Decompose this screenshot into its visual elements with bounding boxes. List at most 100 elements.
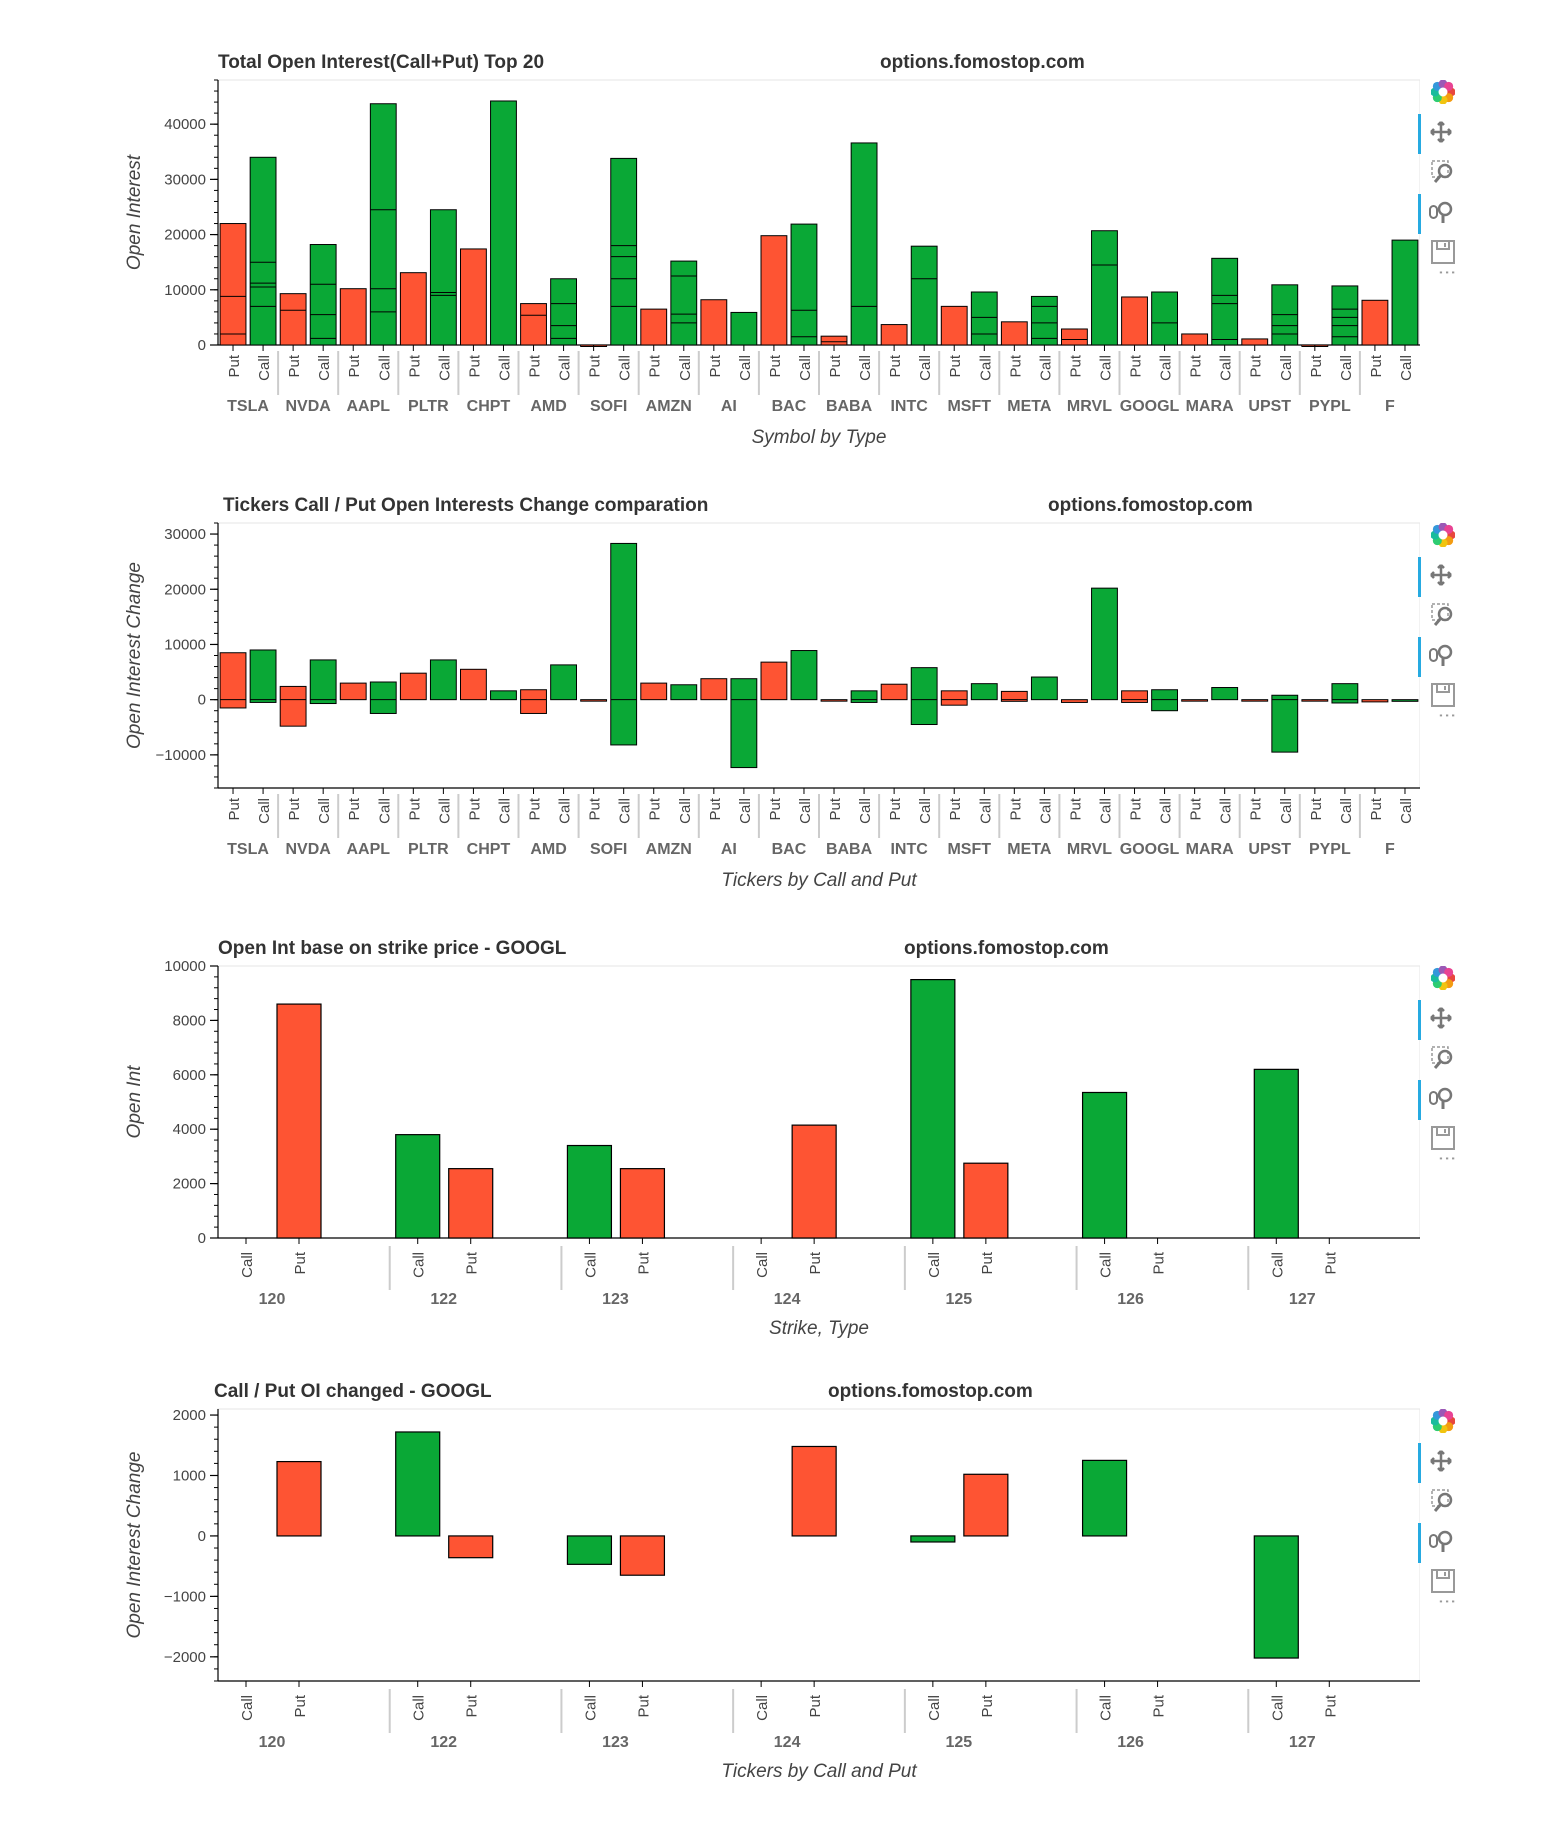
more-tools-icon[interactable]: ⋮ — [1437, 263, 1458, 282]
wheel-zoom-tool-icon — [1429, 201, 1453, 223]
x-group-label: 125 — [946, 1734, 973, 1751]
x-type-label: Put — [1151, 1251, 1168, 1274]
x-group-label: MARA — [1186, 841, 1234, 858]
bar-put — [580, 699, 608, 702]
save-tool-button[interactable] — [1423, 1120, 1463, 1160]
chart-plot[interactable]: −10000 0 10000 20000 30000 Open Interest Chan… — [0, 475, 1420, 920]
bar-call — [910, 978, 956, 1239]
bar-call — [566, 1144, 613, 1239]
bar-call — [566, 1535, 613, 1565]
box-zoom-tool-icon — [1431, 603, 1453, 626]
box-zoom-tool-button[interactable] — [1423, 1040, 1463, 1080]
x-type-label: Put — [226, 354, 243, 377]
bar-put — [1241, 699, 1269, 702]
x-type-label: Put — [635, 1251, 652, 1274]
bar-put — [460, 668, 487, 701]
x-type-label: Put — [767, 354, 784, 377]
y-tick-label: 20000 — [164, 581, 206, 598]
wheel-zoom-tool-button[interactable] — [1418, 1080, 1461, 1120]
x-group-label: 124 — [774, 1734, 801, 1751]
more-tools-icon[interactable]: ⋮ — [1437, 1149, 1458, 1168]
chart-plot[interactable]: −2000 −1000 0 1000 2000 Open Interest Change C… — [0, 1361, 1420, 1806]
bar-put — [619, 1168, 666, 1239]
bar-call — [610, 157, 638, 346]
x-axis-title: Tickers by Call and Put — [721, 870, 917, 891]
x-group-label: TSLA — [227, 841, 269, 858]
chart-panel-strike-change: Call / Put OI changed - GOOGL options.fo… — [0, 1361, 1557, 1806]
x-type-label: Call — [557, 798, 574, 824]
bar-call — [490, 100, 517, 346]
box-zoom-tool-button[interactable] — [1423, 1483, 1463, 1523]
x-type-label: Call — [1158, 355, 1175, 381]
x-type-label: Put — [587, 797, 604, 820]
y-tick-label: 6000 — [173, 1067, 206, 1084]
more-tools-icon[interactable]: ⋮ — [1437, 706, 1458, 725]
chart-toolbar: ⋮ — [1418, 74, 1463, 314]
bar-call — [429, 659, 457, 701]
x-group-label: 122 — [430, 1291, 457, 1308]
x-group-label: BAC — [772, 841, 807, 858]
x-group-label: F — [1385, 841, 1395, 858]
save-tool-icon — [1431, 683, 1455, 707]
bar-put — [520, 689, 547, 714]
wheel-zoom-tool-button[interactable] — [1418, 637, 1461, 677]
wheel-zoom-tool-button[interactable] — [1418, 194, 1461, 234]
x-type-label: Call — [1278, 798, 1295, 824]
save-tool-button[interactable] — [1423, 677, 1463, 717]
pan-tool-button[interactable] — [1418, 1443, 1461, 1483]
save-tool-button[interactable] — [1423, 234, 1463, 274]
pan-tool-icon — [1430, 1450, 1452, 1472]
y-axis-title: Open Interest Change — [124, 1452, 145, 1639]
bar-call — [369, 681, 397, 714]
x-group-label: 124 — [774, 1291, 801, 1308]
lens-glyph — [1437, 1492, 1453, 1508]
x-type-label: Put — [527, 797, 544, 820]
pan-tool-button[interactable] — [1418, 1000, 1461, 1040]
logo-petal — [1444, 81, 1454, 91]
bokeh-logo-button[interactable] — [1423, 1403, 1463, 1443]
box-zoom-tool-icon — [1431, 1046, 1453, 1069]
bokeh-logo-button[interactable] — [1423, 517, 1463, 557]
x-group-label: MSFT — [947, 841, 991, 858]
x-type-label: Call — [411, 1252, 428, 1278]
chart-plot[interactable]: 0 10000 20000 30000 40000 Open Interest Put Cal… — [0, 32, 1420, 477]
save-tool-button[interactable] — [1423, 1563, 1463, 1603]
bar-put — [760, 661, 788, 701]
x-group-label: TSLA — [227, 398, 269, 415]
chart-title: Tickers Call / Put Open Interests Change… — [223, 495, 709, 516]
x-type-label: Call — [977, 355, 994, 381]
x-axis-title: Tickers by Call and Put — [721, 1761, 917, 1782]
chart-toolbar: ⋮ — [1418, 1403, 1463, 1643]
bar-put — [700, 678, 728, 701]
x-type-label: Put — [1308, 797, 1325, 820]
y-tick-label: 2000 — [173, 1407, 206, 1424]
chart-plot[interactable]: 0 2000 4000 6000 8000 10000 Open Int Call Put 120… — [0, 918, 1420, 1363]
more-tools-icon[interactable]: ⋮ — [1437, 1592, 1458, 1611]
wheel-zoom-tool-button[interactable] — [1418, 1523, 1461, 1563]
box-zoom-tool-button[interactable] — [1423, 154, 1463, 194]
y-tick-label: 30000 — [164, 526, 206, 543]
bar-put — [940, 305, 968, 346]
x-type-label: Put — [887, 354, 904, 377]
bokeh-logo-button[interactable] — [1423, 960, 1463, 1000]
x-type-label: Call — [917, 798, 934, 824]
save-glyph — [1431, 683, 1455, 707]
x-type-label: Call — [316, 798, 333, 824]
x-type-label: Put — [1188, 797, 1205, 820]
x-type-label: Put — [1308, 354, 1325, 377]
y-tick-label: 4000 — [173, 1121, 206, 1138]
bokeh-logo-button[interactable] — [1423, 74, 1463, 114]
pan-tool-button[interactable] — [1418, 557, 1461, 597]
wheel-zoom-tool-icon — [1429, 1087, 1453, 1109]
pan-tool-icon — [1430, 121, 1452, 143]
x-type-label: Put — [466, 797, 483, 820]
bar-put — [791, 1124, 837, 1239]
y-tick-label: 10000 — [164, 636, 206, 653]
bar-call — [1151, 689, 1178, 712]
pan-tool-button[interactable] — [1418, 114, 1461, 154]
bar-put — [1000, 690, 1028, 702]
x-type-label: Put — [807, 1694, 824, 1717]
bar-call — [1211, 257, 1239, 346]
box-zoom-tool-button[interactable] — [1423, 597, 1463, 637]
bar-put — [619, 1535, 666, 1576]
